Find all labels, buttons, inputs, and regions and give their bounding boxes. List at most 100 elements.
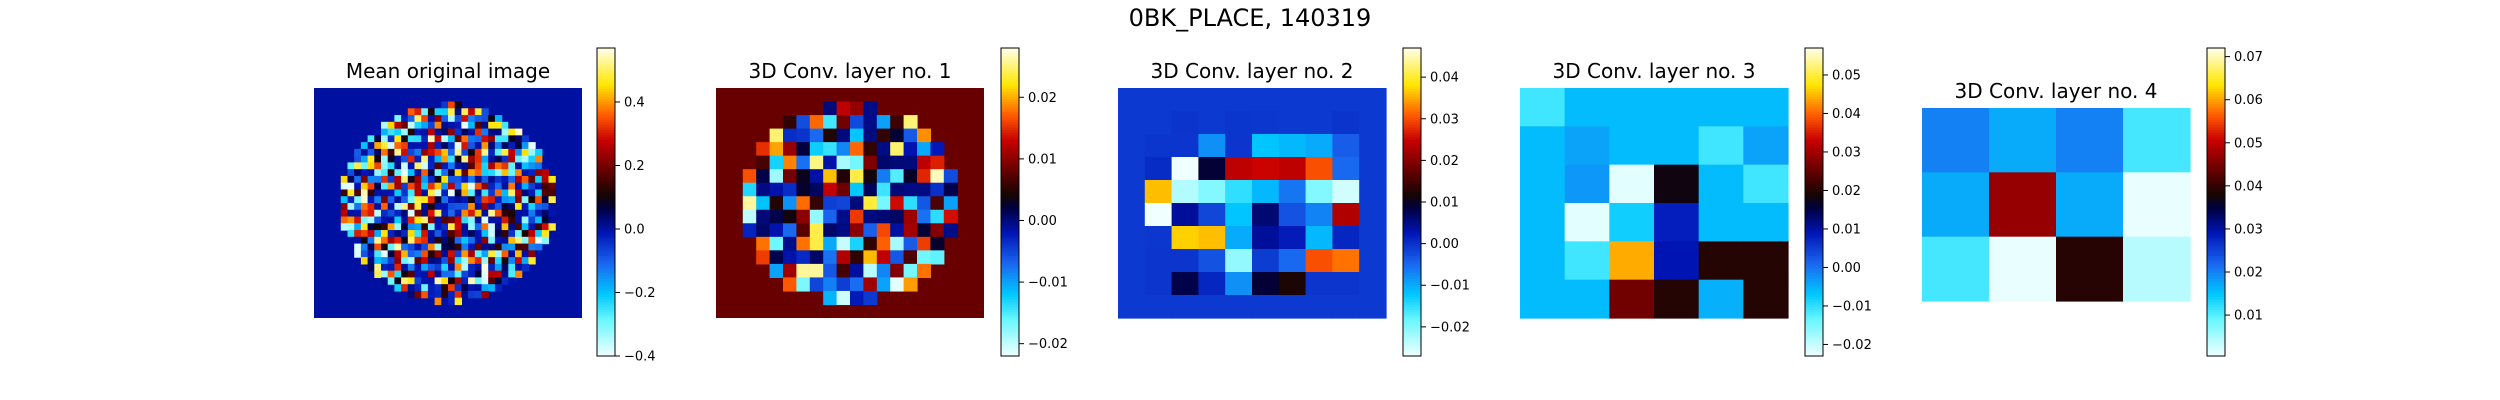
colorbar-tick-label: −0.01 — [1832, 299, 1872, 314]
colorbar-band — [2207, 312, 2225, 316]
heatmap-cell — [876, 128, 891, 143]
heatmap-cell — [1198, 157, 1226, 181]
heatmap-cell — [1118, 157, 1146, 181]
heatmap-cell — [528, 216, 536, 224]
heatmap-cell — [1225, 111, 1253, 135]
heatmap-cell — [903, 250, 918, 265]
heatmap-cell — [468, 142, 476, 150]
heatmap-cell — [809, 209, 824, 224]
colorbar-band — [1403, 217, 1421, 221]
heatmap-cell — [494, 216, 503, 224]
heatmap-cell — [1198, 295, 1226, 319]
heatmap-cell — [454, 135, 462, 143]
heatmap-cell — [515, 257, 523, 265]
heatmap-cell — [381, 182, 389, 191]
heatmap-cell — [823, 101, 838, 116]
heatmap-cell — [1252, 226, 1280, 250]
heatmap-cell — [1609, 88, 1655, 127]
heatmap-cell — [367, 209, 375, 218]
heatmap-cell — [1118, 295, 1146, 319]
heatmap-cell — [360, 175, 369, 184]
heatmap-cell — [515, 155, 523, 164]
heatmap-cell — [427, 175, 436, 184]
heatmap-cell — [434, 216, 442, 224]
heatmap-cell — [448, 121, 456, 130]
heatmap-cell — [535, 162, 543, 170]
heatmap-cell — [501, 263, 509, 272]
heatmap-cell — [1743, 126, 1789, 166]
heatmap-cell — [414, 169, 422, 177]
heatmap-cell — [427, 243, 436, 251]
colorbar-tick-label: 0.07 — [2234, 50, 2263, 65]
colorbar-band — [2207, 160, 2225, 165]
colorbar-band — [1805, 299, 1823, 303]
panel-title: Mean original image — [346, 59, 550, 83]
colorbar-band — [1805, 330, 1823, 334]
colorbar-band — [1001, 214, 1019, 218]
colorbar-band — [597, 209, 615, 213]
heatmap-cell — [468, 175, 476, 184]
colorbar-band — [597, 312, 615, 316]
colorbar-band — [1001, 148, 1019, 152]
colorbar-band — [1001, 50, 1019, 54]
heatmap-cell — [448, 243, 456, 251]
heatmap-cell — [488, 223, 496, 231]
heatmap-cell — [1520, 164, 1566, 204]
heatmap-cell — [917, 263, 931, 279]
heatmap-cell — [769, 182, 784, 197]
colorbar-band — [597, 160, 615, 165]
colorbar-band — [1805, 345, 1823, 349]
heatmap-cell — [441, 135, 449, 143]
heatmap-cell — [863, 290, 878, 306]
heatmap-cell — [427, 223, 436, 231]
colorbar-band — [597, 350, 615, 355]
colorbar-band — [2207, 94, 2225, 98]
heatmap-cell — [394, 182, 402, 191]
heatmap-cell — [401, 135, 409, 143]
heatmap-cell — [414, 162, 422, 170]
heatmap-cell — [850, 236, 864, 251]
heatmap-cell — [427, 108, 436, 116]
heatmap-cell — [488, 121, 496, 130]
colorbar-band — [1001, 266, 1019, 270]
colorbar-band — [2207, 76, 2225, 80]
heatmap-cell — [501, 175, 509, 184]
colorbar-band — [2207, 225, 2225, 229]
colorbar-band — [1805, 94, 1823, 98]
heatmap-cell — [454, 182, 462, 191]
heatmap-cell — [548, 223, 556, 231]
colorbar-band — [597, 148, 615, 152]
heatmap-cell — [434, 142, 442, 150]
heatmap-cell — [1171, 272, 1199, 296]
heatmap-cell — [521, 148, 529, 157]
heatmap-cell — [427, 115, 436, 123]
colorbar-band — [1403, 261, 1421, 265]
heatmap-cell — [1225, 249, 1253, 273]
colorbar-band — [597, 166, 615, 170]
colorbar-frame — [596, 47, 616, 357]
heatmap-cell — [427, 257, 436, 265]
colorbar-band — [597, 291, 615, 295]
heatmap-cell — [535, 243, 543, 251]
colorbar-band — [1403, 114, 1421, 118]
colorbar-band — [1001, 76, 1019, 80]
colorbar-band — [2207, 127, 2225, 131]
heatmap-cell — [441, 175, 449, 184]
heatmap-cell — [448, 270, 456, 279]
colorbar-band — [1805, 63, 1823, 67]
heatmap-cell — [488, 175, 496, 184]
heatmap-cell — [508, 270, 516, 279]
heatmap-cell — [488, 135, 496, 143]
heatmap-cell — [535, 216, 543, 224]
heatmap-cell — [468, 108, 476, 116]
heatmap-cell — [347, 169, 355, 177]
heatmap-cell — [421, 155, 429, 164]
colorbar-tick-label: 0.02 — [1430, 154, 1459, 169]
heatmap-cell — [367, 169, 375, 177]
heatmap-cell — [528, 175, 536, 184]
heatmap-cell — [541, 209, 550, 218]
colorbar-band — [1805, 199, 1823, 203]
colorbar-band — [1403, 48, 1421, 52]
colorbar-band — [1805, 232, 1823, 236]
heatmap-cell — [494, 196, 503, 204]
